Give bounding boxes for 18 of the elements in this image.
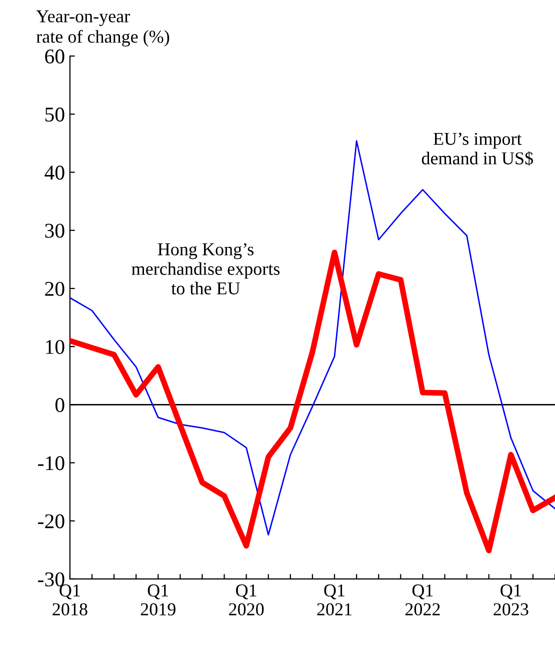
y-tick-label: -10 bbox=[38, 456, 64, 470]
text: Hong Kong’s merchandise exports to the EU bbox=[132, 243, 280, 294]
y-tick-label: -30 bbox=[38, 572, 64, 586]
x-tick-label: Q1 2021 bbox=[317, 584, 352, 616]
y-tick-label: 20 bbox=[45, 282, 64, 296]
y-tick-label: 0 bbox=[55, 398, 64, 412]
x-tick-label: Q1 2020 bbox=[229, 584, 264, 616]
y-tick-label: 10 bbox=[46, 340, 64, 354]
y-tick-label: 40 bbox=[44, 166, 64, 180]
series-label: EU’s import demand in US$ bbox=[422, 132, 533, 166]
y-tick-label: 30 bbox=[45, 224, 64, 238]
x-tick-label: Q1 2023 bbox=[494, 584, 528, 616]
x-tick-label: Q1 2019 bbox=[140, 584, 176, 616]
y-tick-label: -20 bbox=[38, 514, 64, 528]
y-tick-label: 50 bbox=[45, 108, 64, 122]
y-axis-title: Year-on-year rate of change (%) bbox=[36, 10, 170, 47]
x-tick-label: Q1 2022 bbox=[405, 584, 440, 616]
y-tick-label: 60 bbox=[45, 49, 64, 64]
